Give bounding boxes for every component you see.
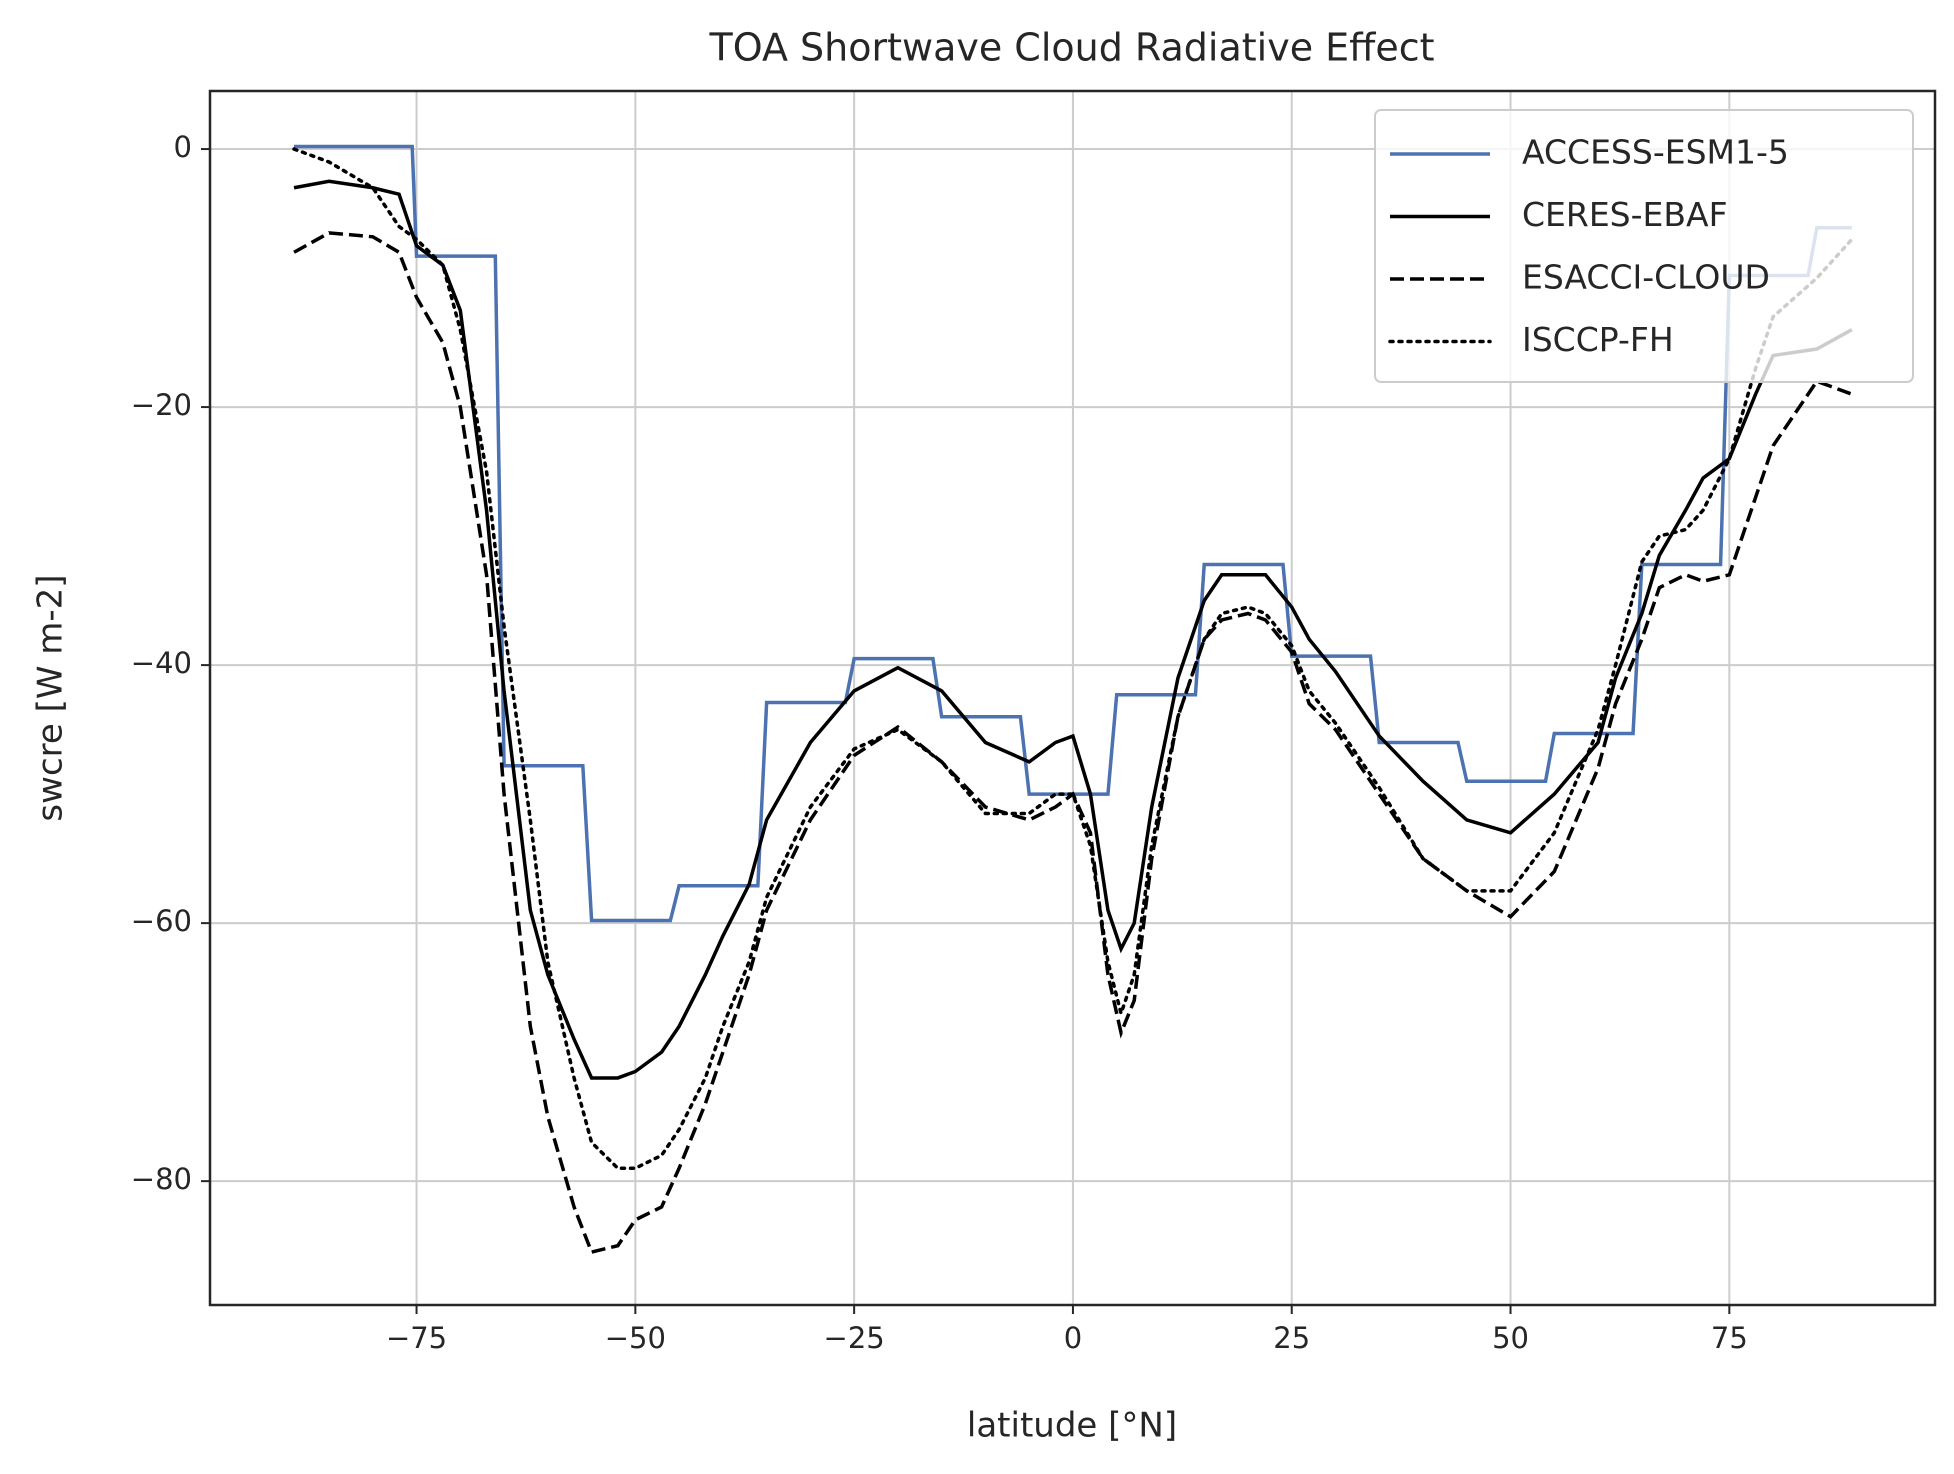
x-tick-label: −25 — [824, 1321, 885, 1355]
chart-title: TOA Shortwave Cloud Radiative Effect — [708, 26, 1434, 70]
x-tick-label: −50 — [605, 1321, 666, 1355]
series-line — [292, 147, 1854, 1170]
legend-label: ISCCP-FH — [1522, 320, 1674, 359]
y-tick-label: −80 — [131, 1162, 192, 1196]
x-tick-label: −75 — [386, 1321, 447, 1355]
series-line — [293, 231, 1853, 1255]
y-tick-label: −40 — [131, 646, 192, 680]
series-line — [293, 179, 1853, 1080]
x-tick-label: 50 — [1492, 1321, 1529, 1355]
x-tick-label: 75 — [1711, 1321, 1748, 1355]
plot-frame — [208, 89, 1937, 1307]
series-line — [294, 144, 1852, 923]
legend-label: ESACCI-CLOUD — [1522, 258, 1770, 297]
y-tick-label: −60 — [131, 904, 192, 938]
legend: ACCESS-ESM1-5 CERES-EBAF ESACCI-CLOUD ISCCP… — [1374, 109, 1914, 383]
y-axis-label: swcre [W m-2] — [31, 574, 71, 821]
x-tick-label: 25 — [1273, 1321, 1310, 1355]
legend-label: ACCESS-ESM1-5 — [1522, 133, 1789, 172]
legend-box — [1374, 109, 1914, 383]
x-axis-label: latitude [°N] — [967, 1406, 1177, 1446]
x-tick-label: 0 — [1064, 1321, 1082, 1355]
y-tick-label: 0 — [174, 130, 192, 164]
legend-label: CERES-EBAF — [1522, 195, 1728, 234]
y-tick-label: −20 — [131, 388, 192, 422]
